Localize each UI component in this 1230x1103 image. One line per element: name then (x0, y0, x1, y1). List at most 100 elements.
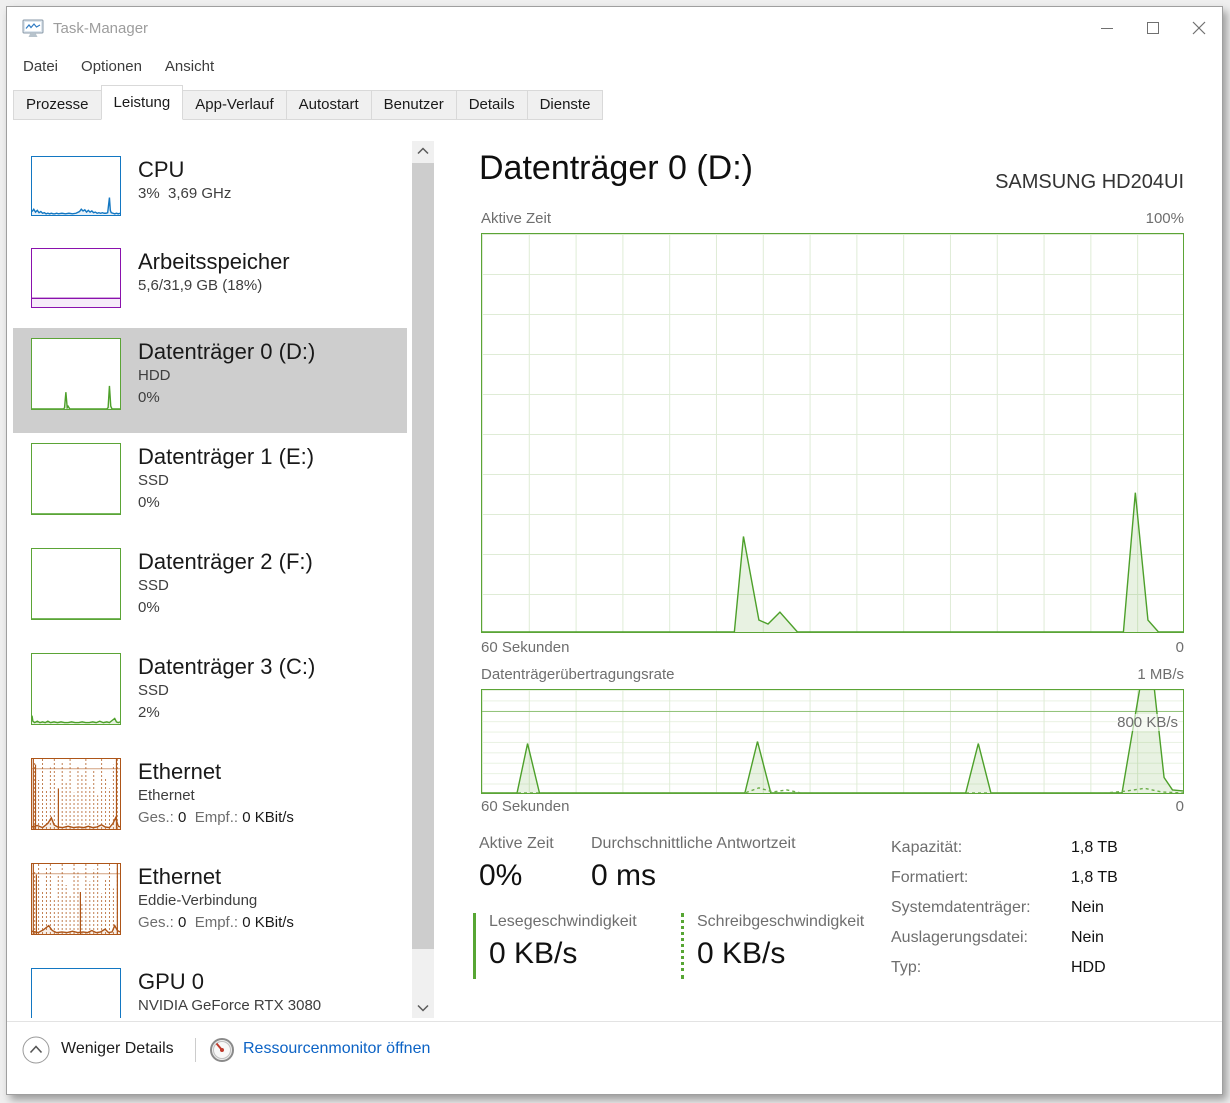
sidebar-item-value: 5,6/31,9 GB (18%) (138, 277, 263, 294)
sidebar-item-ethernet2[interactable]: Ethernet Eddie-Verbindung Ges.: 0 Empf.:… (13, 853, 407, 958)
minimize-icon (1101, 27, 1113, 29)
chart2-xaxis-row: 60 Sekunden 0 (481, 798, 1184, 815)
disk-info-panel: Kapazität: 1,8 TB Formatiert: 1,8 TB Syste… (891, 833, 1118, 983)
sidebar-item-disk3[interactable]: Datenträger 3 (C:) SSD 2% (13, 643, 407, 748)
sidebar-item-net-stats: Ges.: 0 Empf.: 0 KBit/s (138, 914, 294, 931)
sidebar-item-value: 0% (138, 599, 160, 616)
maximize-button[interactable] (1130, 7, 1176, 49)
active-time-chart (481, 233, 1184, 633)
sidebar-item-disk0[interactable]: Datenträger 0 (D:) HDD 0% (13, 328, 407, 433)
tab-prozesse[interactable]: Prozesse (13, 90, 102, 120)
active-time-stat-value: 0% (479, 859, 523, 892)
info-row-type: Typ: HDD (891, 959, 1106, 976)
less-details-label[interactable]: Weniger Details (61, 1040, 174, 1057)
chart1-x-left: 60 Sekunden (481, 639, 570, 656)
task-manager-window: Task-Manager Datei Optionen Ansicht Proz… (6, 6, 1223, 1095)
window-controls (1084, 7, 1222, 49)
write-speed-label: Schreibgeschwindigkeit (697, 913, 865, 930)
sidebar-item-net-stats: Ges.: 0 Empf.: 0 KBit/s (138, 809, 294, 826)
chart2-header-row: Datenträgerübertragungsrate 1 MB/s (481, 666, 1184, 683)
ethernet1-mini-chart (31, 758, 121, 830)
write-speed-stat: Schreibgeschwindigkeit 0 KB/s (681, 913, 864, 979)
sidebar-item-value: 2% (138, 704, 160, 721)
menu-optionen[interactable]: Optionen (81, 57, 142, 75)
sidebar-item-subtitle: Eddie-Verbindung (138, 892, 258, 909)
close-button[interactable] (1176, 7, 1222, 49)
sidebar-item-title: Datenträger 2 (F:) (138, 549, 313, 574)
info-row-capacity: Kapazität: 1,8 TB (891, 839, 1118, 856)
less-details-button[interactable] (21, 1035, 51, 1070)
sidebar-item-cpu[interactable]: CPU 3% 3,69 GHz (13, 146, 407, 238)
tab-dienste[interactable]: Dienste (526, 90, 604, 120)
disk2-mini-chart (31, 548, 121, 620)
info-row-systemdisk: Systemdatenträger: Nein (891, 899, 1104, 916)
sidebar-item-title: Datenträger 3 (C:) (138, 654, 316, 679)
sidebar-item-title: Arbeitsspeicher (138, 249, 290, 274)
response-time-stat-label: Durchschnittliche Antwortzeit (591, 835, 796, 852)
chart1-max-label: 100% (1145, 210, 1184, 227)
chart2-label: Datenträgerübertragungsrate (481, 666, 675, 683)
sidebar-item-subtitle: Ethernet (138, 787, 195, 804)
sidebar-item-subtitle: NVIDIA GeForce RTX 3080 (138, 997, 322, 1014)
sidebar-item-subtitle: SSD (138, 472, 169, 489)
read-speed-label: Lesegeschwindigkeit (489, 913, 637, 930)
footer-bar: Weniger Details Ressourcenmonitor öffnen (7, 1021, 1222, 1094)
gpu0-mini-chart (31, 968, 121, 1018)
transfer-rate-chart: 800 KB/s (481, 689, 1184, 794)
chevron-up-icon (29, 1045, 43, 1054)
info-row-pagefile: Auslagerungsdatei: Nein (891, 929, 1104, 946)
tab-autostart[interactable]: Autostart (285, 90, 372, 120)
chart1-header-row: Aktive Zeit 100% (481, 210, 1184, 227)
performance-sidebar: CPU 3% 3,69 GHz Arbeitsspeicher 5,6/31,9… (13, 141, 407, 1018)
tab-details[interactable]: Details (455, 90, 528, 120)
resource-monitor-icon (209, 1037, 235, 1068)
ethernet2-mini-chart (31, 863, 121, 935)
menu-ansicht[interactable]: Ansicht (164, 57, 215, 75)
sidebar-item-title: GPU 0 (138, 969, 205, 994)
close-icon (1192, 21, 1206, 35)
memory-mini-chart (31, 248, 121, 308)
scroll-up-button[interactable] (412, 141, 434, 161)
800kbs-label: 800 KB/s (1117, 713, 1178, 731)
scrollbar-thumb[interactable] (412, 163, 434, 949)
800kbs-gridline (482, 710, 1183, 712)
sidebar-item-title: Ethernet (138, 864, 222, 889)
write-speed-value: 0 KB/s (697, 937, 786, 970)
minimize-button[interactable] (1084, 7, 1130, 49)
sidebar-item-subtitle: SSD (138, 577, 169, 594)
maximize-icon (1147, 22, 1159, 34)
read-speed-stat: Lesegeschwindigkeit 0 KB/s (473, 913, 637, 979)
tab-bar: Prozesse Leistung App-Verlauf Autostart … (13, 85, 604, 120)
chevron-down-icon (417, 1004, 429, 1012)
menubar: Datei Optionen Ansicht (7, 53, 214, 79)
open-resource-monitor-link[interactable]: Ressourcenmonitor öffnen (243, 1040, 431, 1057)
sidebar-item-title: Datenträger 0 (D:) (138, 339, 316, 364)
disk1-mini-chart (31, 443, 121, 515)
sidebar-item-ethernet1[interactable]: Ethernet Ethernet Ges.: 0 Empf.: 0 KBit/… (13, 748, 407, 853)
chart1-x-right: 0 (1175, 639, 1184, 656)
sidebar-scrollbar[interactable] (412, 141, 434, 1018)
sidebar-item-gpu0[interactable]: GPU 0 NVIDIA GeForce RTX 3080 (13, 958, 407, 1018)
titlebar: Task-Manager (7, 7, 1222, 51)
footer-divider (195, 1038, 196, 1062)
tab-leistung[interactable]: Leistung (100, 85, 184, 120)
info-row-formatted: Formatiert: 1,8 TB (891, 869, 1118, 886)
sidebar-item-memory[interactable]: Arbeitsspeicher 5,6/31,9 GB (18%) (13, 238, 407, 328)
task-manager-app-icon (22, 19, 44, 44)
chart2-x-right: 0 (1175, 798, 1184, 815)
sidebar-item-disk1[interactable]: Datenträger 1 (E:) SSD 0% (13, 433, 407, 538)
tab-app-verlauf[interactable]: App-Verlauf (182, 90, 287, 120)
sidebar-item-title: Ethernet (138, 759, 222, 784)
disk0-mini-chart (31, 338, 121, 410)
scroll-down-button[interactable] (412, 998, 434, 1018)
sidebar-item-disk2[interactable]: Datenträger 2 (F:) SSD 0% (13, 538, 407, 643)
sidebar-item-value: 0% (138, 389, 160, 406)
device-name: SAMSUNG HD204UI (995, 171, 1184, 193)
active-time-stat-label: Aktive Zeit (479, 835, 554, 852)
cpu-mini-chart (31, 156, 121, 216)
menu-datei[interactable]: Datei (23, 57, 59, 75)
sidebar-item-title: Datenträger 1 (E:) (138, 444, 315, 469)
tab-benutzer[interactable]: Benutzer (370, 90, 457, 120)
chevron-up-icon (417, 147, 429, 155)
sidebar-item-value: 0% (138, 494, 160, 511)
